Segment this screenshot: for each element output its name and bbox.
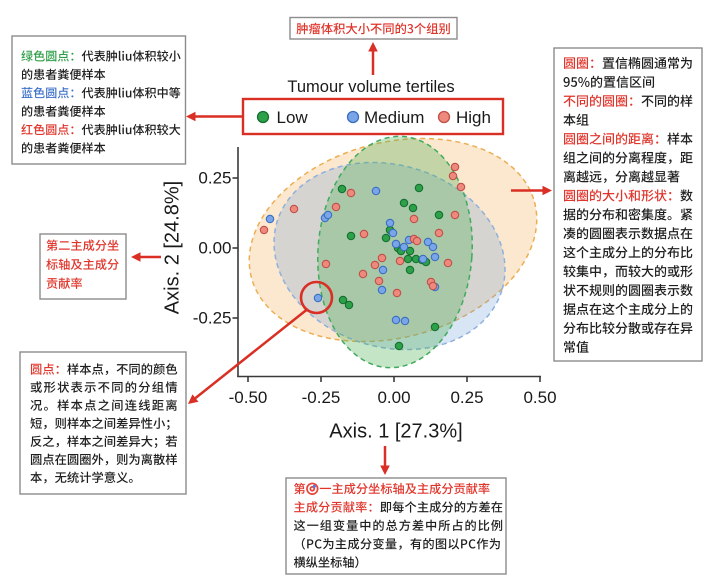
svg-text:0.00: 0.00: [198, 239, 231, 258]
svg-text:-0.25: -0.25: [302, 388, 341, 407]
svg-text:Low: Low: [277, 108, 309, 127]
svg-text:0.25: 0.25: [198, 169, 231, 188]
svg-text:0.50: 0.50: [523, 388, 556, 407]
svg-text:-0.25: -0.25: [193, 309, 232, 328]
svg-text:High: High: [456, 108, 491, 127]
svg-text:Axis. 1 [27.3%]: Axis. 1 [27.3%]: [329, 421, 462, 443]
svg-text:0.00: 0.00: [377, 388, 410, 407]
svg-text:-0.50: -0.50: [229, 388, 268, 407]
svg-text:Tumour volume tertiles: Tumour volume tertiles: [287, 78, 454, 96]
svg-text:0.25: 0.25: [450, 388, 483, 407]
svg-text:Medium: Medium: [364, 108, 424, 127]
svg-text:Axis. 2 [24.8%]: Axis. 2 [24.8%]: [162, 181, 184, 314]
